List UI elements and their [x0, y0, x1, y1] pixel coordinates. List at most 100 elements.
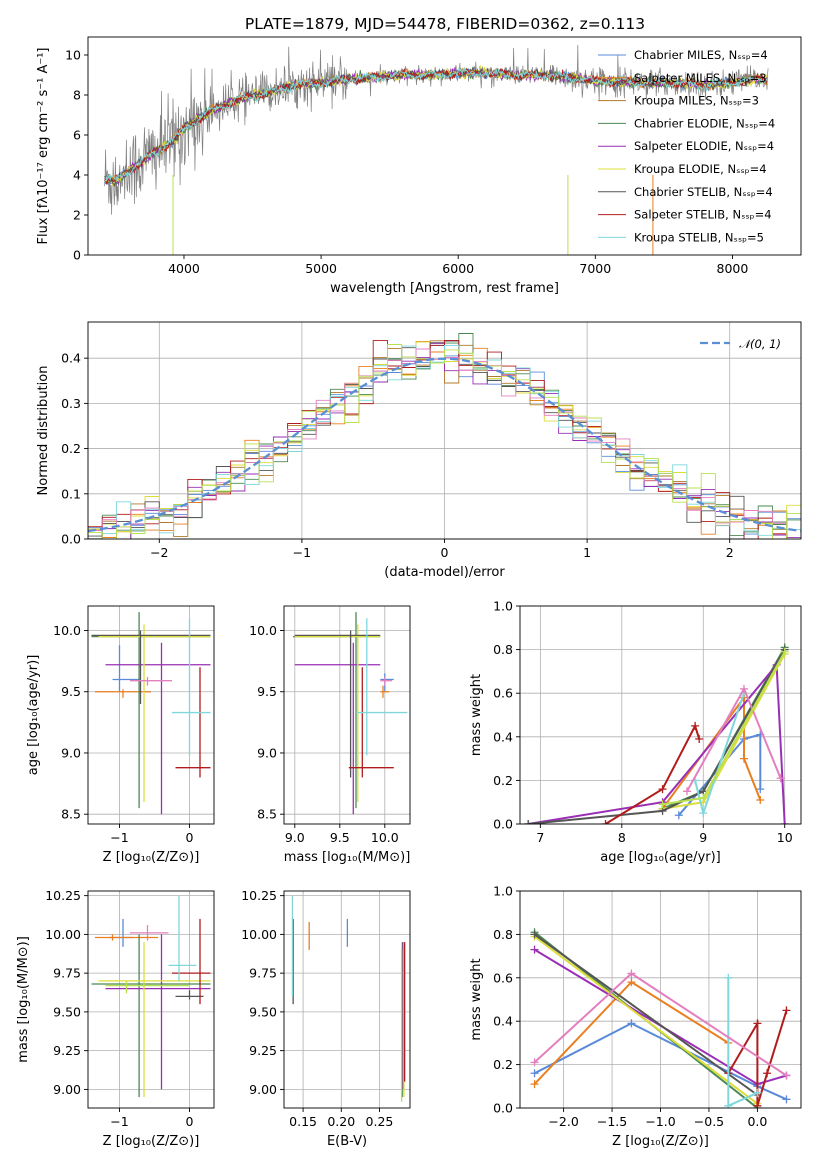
y-tick-label: 0.0 — [493, 817, 513, 832]
data-point-marker — [691, 721, 700, 730]
mass-weight-series — [533, 933, 758, 1096]
y-axis-label: mass weight — [469, 958, 484, 1040]
legend-label: Kroupa ELODIE, Nₛₛₚ=4 — [634, 162, 767, 176]
y-tick-label: 0.1 — [61, 486, 81, 501]
residual-histogram — [88, 344, 801, 539]
y-tick-label: 9.50 — [53, 1004, 81, 1019]
y-tick-label: 0.4 — [493, 1014, 513, 1029]
y-tick-label: 0.4 — [493, 729, 513, 744]
normal-curve — [88, 357, 801, 533]
x-axis-label: Z [log₁₀(Z/Z⊙)] — [103, 850, 200, 865]
legend-label: Kroupa MILES, Nₛₛₚ=3 — [634, 94, 759, 108]
data-point-marker — [780, 647, 789, 656]
x-tick-label: 0.25 — [366, 1114, 394, 1129]
data-point-marker — [601, 820, 610, 824]
y-tick-label: 10.25 — [241, 888, 277, 903]
plot-area — [530, 928, 791, 1108]
y-tick-label: 9.5 — [257, 684, 277, 699]
y-axis-label: Flux [fλ10⁻¹⁷ erg cm⁻² s⁻¹ A⁻¹] — [36, 48, 51, 245]
plot-area — [88, 333, 801, 539]
y-tick-label: 0.2 — [61, 441, 81, 456]
legend: 𝒩(0, 1) — [700, 337, 781, 351]
y-tick-label: 0.6 — [493, 970, 513, 985]
x-axis-label: Z [log₁₀(Z/Z⊙)] — [103, 1134, 200, 1149]
x-tick-label: 1 — [583, 545, 591, 560]
x-tick-label: −2.0 — [548, 1114, 578, 1129]
y-tick-label: 9.00 — [53, 1082, 81, 1097]
y-tick-label: 8.5 — [257, 807, 277, 822]
y-tick-label: 9.5 — [61, 684, 81, 699]
data-point-marker — [674, 811, 683, 820]
panel-mass-vs-Z: −1 0 9.00 9.25 9.50 9.75 10.00 10.25 Z [log₁₀(Z/… — [16, 888, 215, 1149]
data-point-marker — [699, 793, 708, 802]
y-tick-label: 1.0 — [493, 884, 513, 899]
data-point-marker — [753, 1101, 762, 1108]
data-point-marker — [782, 1071, 791, 1080]
panel-age-vs-Z: −1 0 8.5 9.0 9.5 10.0 Z [log₁₀(Z/Z⊙)] age [log₁… — [26, 605, 215, 865]
y-tick-label: 0.6 — [493, 686, 513, 701]
x-tick-label: 8000 — [717, 261, 749, 276]
x-tick-label: −1.5 — [597, 1114, 627, 1129]
x-tick-label: −1 — [110, 1114, 128, 1129]
axes-frame — [519, 890, 802, 1109]
model-spectrum — [104, 67, 768, 185]
mass-weight-series — [604, 723, 701, 824]
y-tick-label: 0.8 — [493, 642, 513, 657]
y-axis-label: Normed distribution — [36, 366, 51, 496]
legend-label: Chabrier ELODIE, Nₛₛₚ=4 — [634, 116, 775, 130]
y-tick-label: 9.25 — [53, 1043, 81, 1058]
y-axis-label: mass [log₁₀(M/M⊙)] — [16, 936, 31, 1063]
data-point-marker — [753, 1088, 762, 1097]
y-tick-label: 10.0 — [249, 623, 277, 638]
data-point-marker — [699, 809, 708, 818]
y-tick-label: 0 — [73, 248, 81, 263]
data-point-marker — [524, 820, 533, 824]
x-tick-label: 7000 — [579, 261, 611, 276]
x-tick-label: −1 — [110, 830, 128, 845]
y-tick-label: 0.0 — [61, 532, 81, 547]
x-axis-label: age [log₁₀(age/yr)] — [600, 850, 721, 865]
data-point-marker — [530, 1058, 539, 1067]
panel-age-vs-mass: 9.0 9.5 10.0 8.5 9.0 9.5 10.0 mass [log₁₀(M/M⊙)… — [249, 605, 411, 865]
x-tick-label: 0 — [186, 1114, 194, 1129]
panel-residuals: −2 −1 0 1 2 0.0 0.1 0.2 0.3 0.4 (data-model)/error… — [36, 321, 802, 580]
panel-massweight-vs-Z: −2.0 −1.5 −1.0 −0.5 0.0 0.0 0.2 0.4 0.6 0.8 1.0 Z [… — [469, 884, 802, 1149]
plot-area — [104, 44, 769, 255]
y-tick-label: 9.0 — [61, 745, 81, 760]
data-point-marker — [753, 1019, 762, 1028]
y-tick-label: 0.0 — [493, 1101, 513, 1116]
axes-frame — [87, 605, 215, 825]
data-point-marker — [739, 684, 748, 693]
y-tick-label: 0.3 — [61, 396, 81, 411]
data-point-marker — [739, 754, 748, 763]
data-point-marker — [763, 1069, 772, 1078]
plot-area — [291, 895, 406, 1102]
legend-label: 𝒩(0, 1) — [739, 337, 781, 351]
y-tick-label: 0.8 — [493, 927, 513, 942]
x-tick-label: 0.0 — [747, 1114, 767, 1129]
y-tick-label: 10 — [65, 48, 81, 63]
data-point-marker — [627, 1019, 636, 1028]
x-tick-label: 9 — [699, 830, 707, 845]
data-point-marker — [627, 969, 636, 978]
x-tick-label: 0 — [186, 830, 194, 845]
legend: Chabrier MILES, Nₛₛₚ=4 Salpeter MILES, Nₛ… — [598, 48, 775, 244]
legend-label: Salpeter ELODIE, Nₛₛₚ=4 — [634, 139, 774, 153]
y-axis-label: age [log₁₀(age/yr)] — [26, 655, 41, 776]
y-tick-label: 10.00 — [45, 927, 81, 942]
data-point-marker — [756, 785, 765, 794]
legend-label: Kroupa STELIB, Nₛₛₚ=5 — [634, 230, 764, 244]
panel-massweight-vs-age: 7 8 9 10 0.0 0.2 0.4 0.6 0.8 1.0 age [log₁₀(age/yr… — [469, 599, 802, 865]
x-tick-label: 8 — [618, 830, 626, 845]
data-point-marker — [782, 1006, 791, 1015]
data-point-marker — [782, 1095, 791, 1104]
x-tick-label: 0.20 — [327, 1114, 355, 1129]
panel-mass-vs-ebv: 0.15 0.20 0.25 9.00 9.25 9.50 9.75 10.00 10.25 E(… — [241, 888, 411, 1149]
legend-label: Chabrier MILES, Nₛₛₚ=4 — [634, 48, 768, 62]
y-axis-label: mass weight — [469, 674, 484, 756]
y-tick-label: 9.50 — [249, 1004, 277, 1019]
data-point-marker — [756, 796, 765, 805]
x-tick-label: 0 — [441, 545, 449, 560]
y-tick-label: 10.0 — [53, 623, 81, 638]
